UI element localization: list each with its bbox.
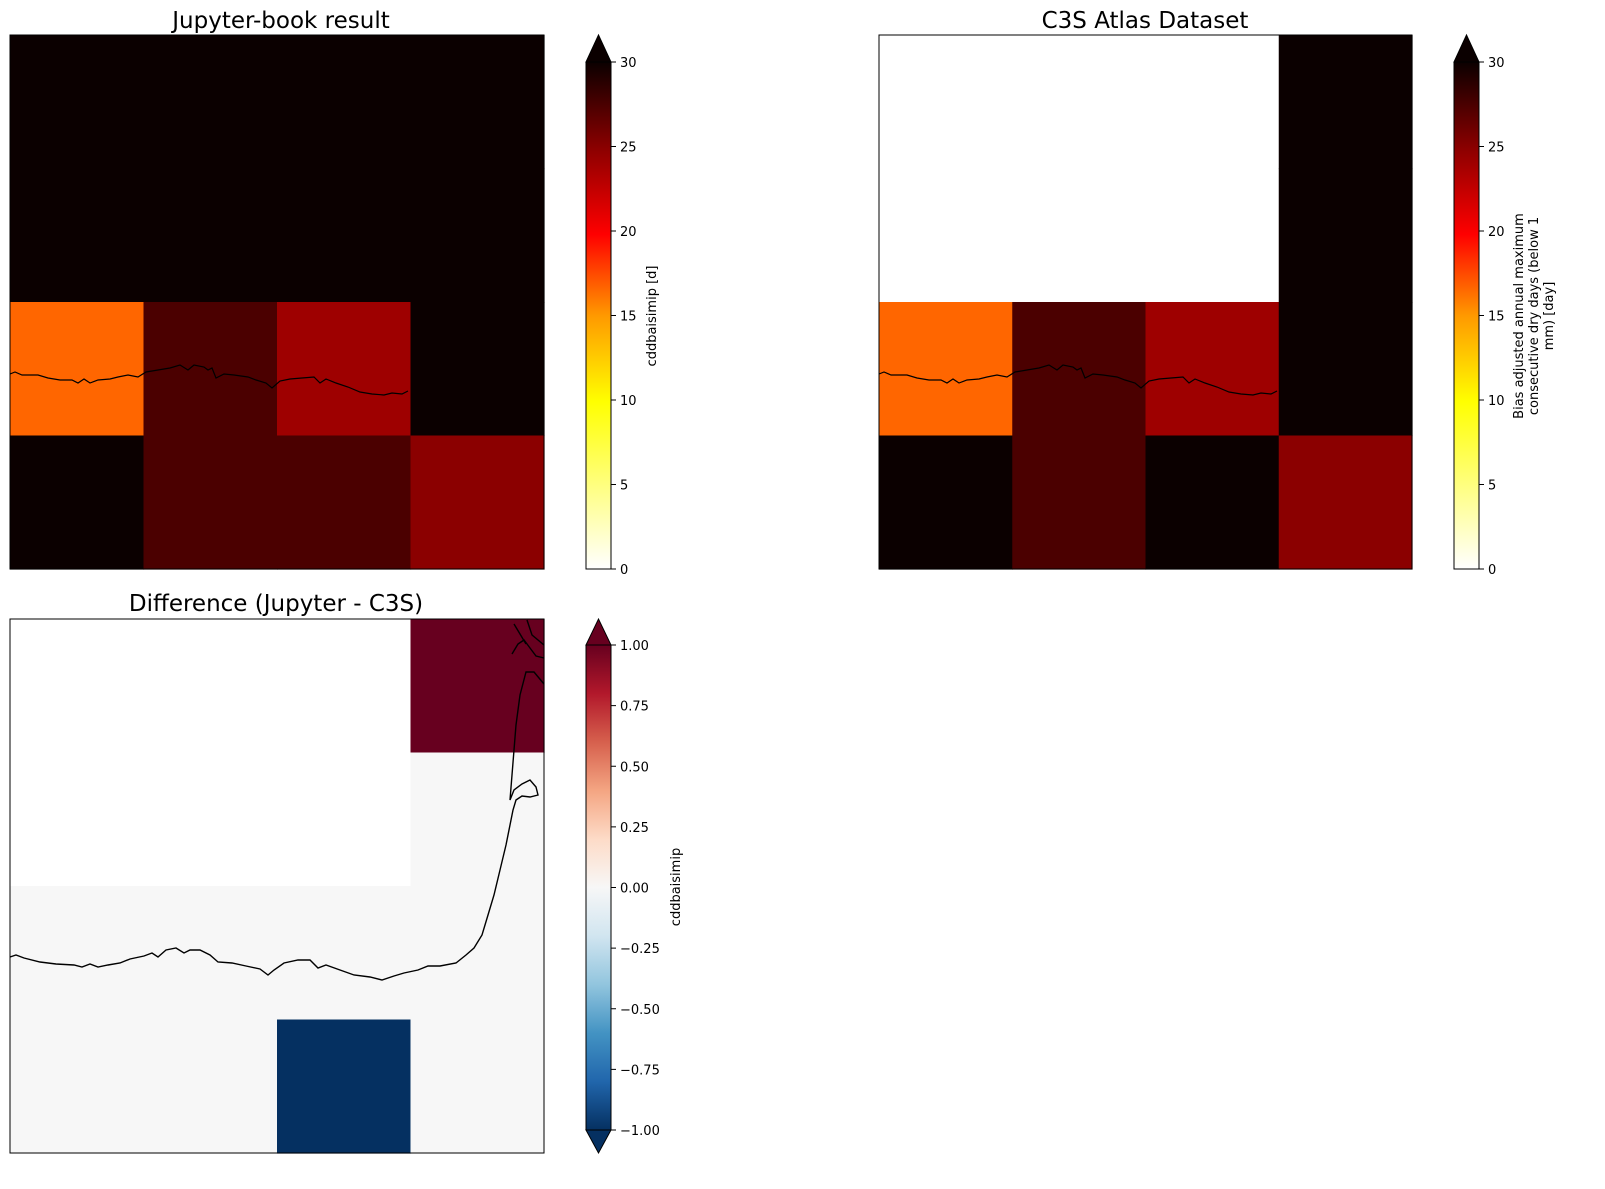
heatmap-cell bbox=[410, 752, 545, 887]
heatmap-cell bbox=[1278, 35, 1413, 170]
colorbar-tick-label: 10 bbox=[620, 394, 637, 409]
panel-difference: Difference (Jupyter - C3S) −1.00 −0.75 −0.… bbox=[9, 591, 684, 1155]
colorbar-tick-label: 5 bbox=[620, 479, 628, 494]
heatmap-cell bbox=[143, 886, 278, 1021]
heatmap-cell bbox=[10, 886, 145, 1021]
colorbar: 0 5 10 15 20 25 30 Bias adjusted annual maximu… bbox=[1453, 33, 1557, 578]
colorbar-tick-label: 30 bbox=[1488, 56, 1505, 71]
heatmap-cell bbox=[10, 302, 145, 437]
heatmap-cell bbox=[879, 435, 1013, 570]
heatmap-cell bbox=[1278, 435, 1413, 570]
heatmap-cell bbox=[10, 1019, 145, 1154]
colorbar-tick-label: −0.75 bbox=[620, 1063, 660, 1078]
coastline bbox=[878, 364, 1278, 396]
heatmap-cell bbox=[277, 886, 412, 1021]
heatmap-cell bbox=[1145, 435, 1280, 570]
colorbar-tick-label: 25 bbox=[1488, 141, 1505, 156]
heatmap-cell bbox=[1012, 435, 1147, 570]
colorbar-tick-label: −1.00 bbox=[620, 1124, 660, 1139]
colorbar-bar bbox=[585, 61, 612, 570]
heatmap-cell bbox=[410, 302, 545, 437]
colorbar-tick-label: 0.25 bbox=[620, 821, 649, 836]
colorbar-tick-label: 0 bbox=[620, 563, 628, 578]
colorbar-ticks: −1.00 −0.75 −0.50 −0.25 0.00 0.25 0.50 0.75 1.00 bbox=[611, 639, 660, 1139]
heatmap-cell bbox=[410, 168, 545, 303]
colorbar-extend-max bbox=[1453, 33, 1480, 63]
colorbar-tick-label: 0.50 bbox=[620, 760, 649, 775]
heatmap-cells bbox=[10, 35, 545, 570]
panel-title: Difference (Jupyter - C3S) bbox=[129, 591, 423, 617]
coastline bbox=[9, 619, 545, 981]
colorbar-label-line: Bias adjusted annual maximum bbox=[1512, 213, 1527, 419]
heatmap-cells bbox=[879, 35, 1413, 570]
heatmap-cell bbox=[143, 35, 278, 170]
colorbar-label-line: consecutive dry days (below 1 bbox=[1527, 217, 1542, 415]
colorbar-extend-max bbox=[585, 33, 612, 63]
colorbar-bar bbox=[585, 644, 612, 1131]
colorbar-ticks: 0 5 10 15 20 25 30 bbox=[1479, 56, 1505, 578]
colorbar-ticks: 0 5 10 15 20 25 30 bbox=[611, 56, 637, 578]
axes-frame bbox=[9, 618, 545, 1154]
heatmap-cell bbox=[879, 302, 1013, 437]
heatmap-cell bbox=[410, 1019, 545, 1154]
colorbar-bar bbox=[1453, 61, 1480, 570]
colorbar-tick-label: 5 bbox=[1488, 479, 1496, 494]
colorbar-tick-label: 10 bbox=[1488, 394, 1505, 409]
heatmap-cell bbox=[1145, 302, 1280, 437]
panel-title: Jupyter-book result bbox=[170, 8, 389, 34]
heatmap-cell bbox=[143, 435, 278, 570]
heatmap-cell bbox=[410, 35, 545, 170]
colorbar-tick-label: 1.00 bbox=[620, 639, 649, 654]
colorbar-label: cddbaisimip [d] bbox=[645, 266, 660, 367]
heatmap-cell bbox=[1278, 168, 1413, 303]
heatmap-cells bbox=[10, 619, 545, 1154]
colorbar-tick-label: 0.75 bbox=[620, 700, 649, 715]
heatmap-cell bbox=[143, 168, 278, 303]
heatmap-cell bbox=[410, 619, 545, 754]
heatmap-cell bbox=[410, 435, 545, 570]
panel-c3s: C3S Atlas Dataset 0 5 10 15 20 25 30 Bias adju… bbox=[878, 8, 1557, 578]
colorbar-label-line: mm) [day] bbox=[1542, 282, 1557, 351]
colorbar-tick-label: 0.00 bbox=[620, 882, 649, 897]
heatmap-cell bbox=[277, 302, 412, 437]
colorbar-tick-label: −0.50 bbox=[620, 1003, 660, 1018]
colorbar-tick-label: 20 bbox=[620, 225, 637, 240]
colorbar-extend-max bbox=[585, 617, 612, 646]
colorbar-tick-label: 20 bbox=[1488, 225, 1505, 240]
heatmap-cell bbox=[1278, 302, 1413, 437]
heatmap-cell bbox=[277, 1019, 412, 1154]
coastline bbox=[9, 364, 409, 396]
colorbar-tick-label: 15 bbox=[1488, 310, 1505, 325]
axes-frame bbox=[9, 34, 545, 570]
heatmap-cell bbox=[410, 886, 545, 1021]
colorbar-tick-label: 25 bbox=[620, 141, 637, 156]
heatmap-cell bbox=[277, 435, 412, 570]
heatmap-cell bbox=[143, 1019, 278, 1154]
colorbar-tick-label: −0.25 bbox=[620, 942, 660, 957]
heatmap-cell bbox=[10, 168, 145, 303]
colorbar: −1.00 −0.75 −0.50 −0.25 0.00 0.25 0.50 0.75 1.00… bbox=[585, 617, 684, 1155]
colorbar-tick-label: 30 bbox=[620, 56, 637, 71]
colorbar-extend-min bbox=[585, 1129, 612, 1155]
panel-jupyter: Jupyter-book result 0 5 10 15 20 25 30 cddbais… bbox=[9, 8, 660, 578]
heatmap-cell bbox=[277, 168, 412, 303]
heatmap-cell bbox=[10, 435, 145, 570]
colorbar-tick-label: 0 bbox=[1488, 563, 1496, 578]
axes-frame bbox=[878, 34, 1413, 570]
heatmap-cell bbox=[10, 35, 145, 170]
colorbar-tick-label: 15 bbox=[620, 310, 637, 325]
panel-title: C3S Atlas Dataset bbox=[1042, 8, 1249, 34]
colorbar: 0 5 10 15 20 25 30 cddbaisimip [d] bbox=[585, 33, 660, 578]
colorbar-label: cddbaisimip bbox=[669, 848, 684, 926]
heatmap-cell bbox=[277, 35, 412, 170]
